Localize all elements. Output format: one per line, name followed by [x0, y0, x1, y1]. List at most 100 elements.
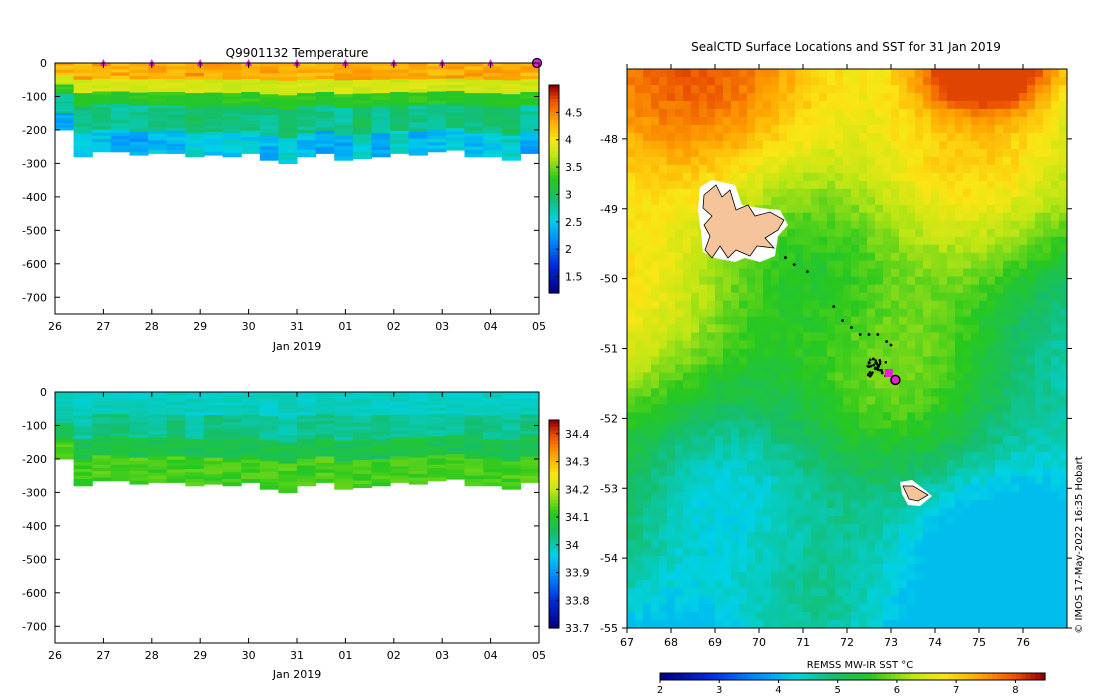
profile-cell — [315, 466, 335, 470]
sst-cell — [683, 420, 692, 429]
profile-cell — [501, 149, 521, 154]
colorbar-swatch — [549, 268, 559, 273]
sst-cell — [931, 132, 940, 142]
profile-cell — [390, 114, 410, 119]
sst-cell — [627, 148, 636, 158]
profile-cell — [334, 416, 354, 421]
sst-cell — [891, 212, 900, 222]
sst-cell — [779, 196, 788, 206]
profile-cell — [148, 395, 168, 399]
sst-cell — [827, 380, 836, 389]
sst-cell — [923, 85, 932, 94]
sst-cell — [723, 116, 732, 126]
sst-cell — [707, 140, 716, 150]
profile-cell — [185, 153, 205, 158]
sst-cell — [643, 236, 652, 246]
profile-cell — [241, 417, 261, 422]
sst-cell — [643, 292, 652, 302]
sst-cell — [835, 252, 844, 262]
sst-cell — [715, 148, 724, 158]
profile-cell — [297, 395, 317, 400]
sst-cell — [651, 356, 660, 366]
profile-cell — [390, 411, 410, 416]
profile-cell — [390, 130, 410, 135]
sst-cell — [1043, 108, 1052, 118]
sst-cell — [923, 196, 932, 206]
sst-cell — [843, 428, 852, 437]
profile-cell — [297, 425, 317, 430]
sst-cell — [987, 348, 996, 358]
profile-cell — [427, 445, 447, 450]
profile-cell — [352, 429, 372, 434]
sst-cell — [627, 244, 636, 254]
sst-cell — [939, 204, 948, 214]
profile-cell — [297, 432, 317, 437]
sst-cell — [779, 116, 788, 126]
sst-cell — [835, 180, 844, 190]
profile-cell — [427, 420, 447, 425]
sst-cell — [859, 396, 868, 405]
profile-cell — [390, 414, 410, 419]
sst-cell — [843, 100, 852, 110]
profile-cell — [222, 113, 242, 118]
sst-cell — [843, 292, 852, 302]
sst-cell — [955, 500, 964, 509]
sst-cell — [715, 69, 724, 78]
sst-cell — [747, 484, 756, 493]
sst-cell — [915, 396, 924, 405]
sst-cell — [1051, 228, 1060, 238]
profile-cell — [166, 475, 186, 480]
sst-cell — [995, 196, 1004, 206]
y-tick-label: 0 — [40, 386, 47, 399]
sst-cell — [835, 204, 844, 214]
sst-cell — [1035, 532, 1044, 541]
profile-cell — [241, 459, 261, 464]
colorbar-swatch — [549, 265, 559, 270]
profile-cell — [55, 408, 75, 412]
sst-cell — [955, 196, 964, 206]
sst-cell — [651, 108, 660, 118]
sst-cell — [899, 300, 908, 310]
sst-cell — [827, 172, 836, 182]
sst-cell — [627, 69, 636, 78]
sst-cell — [835, 108, 844, 118]
sst-cell — [763, 180, 772, 190]
sst-cell — [907, 132, 916, 142]
sst-cell — [899, 156, 908, 166]
profile-cell — [259, 482, 279, 487]
sst-cell — [667, 372, 676, 382]
sst-cell — [843, 460, 852, 469]
sst-cell — [1003, 172, 1012, 182]
sst-cell — [659, 340, 668, 350]
sst-cell — [915, 516, 924, 525]
profile-cell — [483, 123, 503, 128]
profile-cell — [203, 115, 224, 120]
sst-cell — [875, 212, 884, 222]
sst-cell — [883, 93, 892, 102]
sst-cell — [731, 532, 740, 541]
sst-cell — [963, 268, 972, 278]
sst-cell — [651, 140, 660, 150]
profile-cell — [185, 482, 205, 487]
sst-cell — [787, 100, 796, 110]
sst-cell — [883, 436, 892, 445]
sst-cell — [867, 116, 876, 126]
sst-cell — [867, 260, 876, 270]
profile-cell — [408, 431, 428, 436]
sst-cell — [875, 332, 884, 342]
sst-cell — [707, 348, 716, 358]
sst-cell — [971, 316, 980, 326]
sst-cell — [731, 164, 740, 174]
sst-cell — [971, 252, 980, 262]
sst-cell — [643, 228, 652, 238]
profile-cell — [185, 452, 205, 457]
sst-cell — [843, 93, 852, 102]
sst-cell — [803, 93, 812, 102]
sst-cell — [931, 420, 940, 429]
sst-cell — [859, 308, 868, 318]
sst-cell — [755, 468, 764, 477]
profile-cell — [371, 479, 391, 483]
profile-cell — [203, 401, 224, 406]
sst-cell — [667, 204, 676, 214]
profile-cell — [222, 73, 242, 77]
